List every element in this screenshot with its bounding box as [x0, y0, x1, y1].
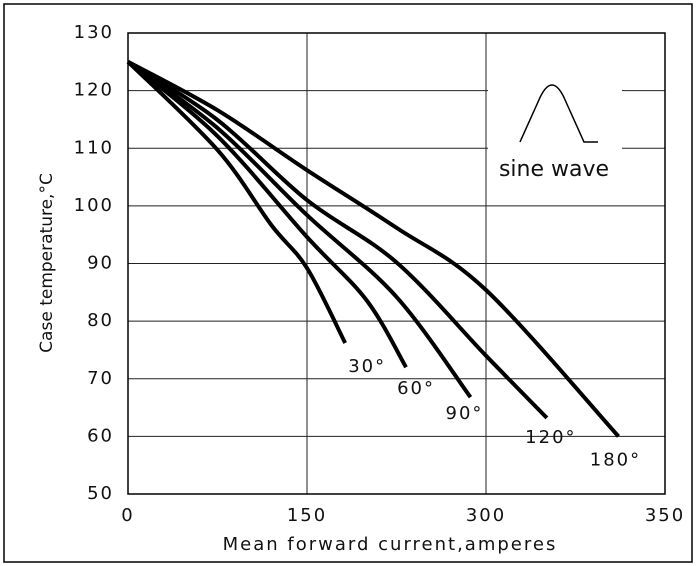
x-tick-label: 150 — [287, 505, 327, 526]
curve — [127, 60, 620, 438]
y-tick-label: 70 — [87, 368, 114, 389]
curve — [126, 60, 408, 369]
curve — [126, 60, 473, 399]
series-label: 180° — [590, 449, 641, 470]
series-label: 90° — [446, 403, 484, 424]
outer-frame — [3, 3, 693, 563]
y-tick-label: 50 — [87, 483, 114, 504]
sine-inset: sine wave — [488, 60, 622, 188]
y-axis-label: Case temperature,°C — [37, 173, 57, 353]
series-label: 30° — [348, 356, 386, 377]
x-axis-label: Mean forward current,amperes — [223, 534, 558, 555]
series-label: 60° — [397, 378, 435, 399]
plot-area: 50 60 70 80 90 100 110 120 130 0 150 300 350 — [74, 22, 685, 526]
curve — [126, 60, 549, 420]
y-tick-label: 60 — [87, 425, 114, 446]
plot-frame — [127, 32, 666, 495]
x-tick-label: 350 — [645, 505, 685, 526]
inset-background — [488, 60, 622, 188]
series-label: 120° — [525, 427, 576, 448]
curve — [126, 60, 347, 344]
sine-icon — [519, 84, 598, 143]
y-tick-label: 90 — [87, 253, 114, 274]
y-tick-label: 130 — [74, 22, 114, 43]
annotation: sine wave — [499, 157, 609, 182]
y-tick-label: 110 — [74, 137, 114, 158]
x-tick-label: 0 — [121, 505, 134, 526]
y-tick-label: 80 — [87, 310, 114, 331]
x-tick-label: 300 — [466, 505, 506, 526]
y-tick-label: 100 — [74, 195, 114, 216]
y-tick-label: 120 — [74, 80, 114, 101]
